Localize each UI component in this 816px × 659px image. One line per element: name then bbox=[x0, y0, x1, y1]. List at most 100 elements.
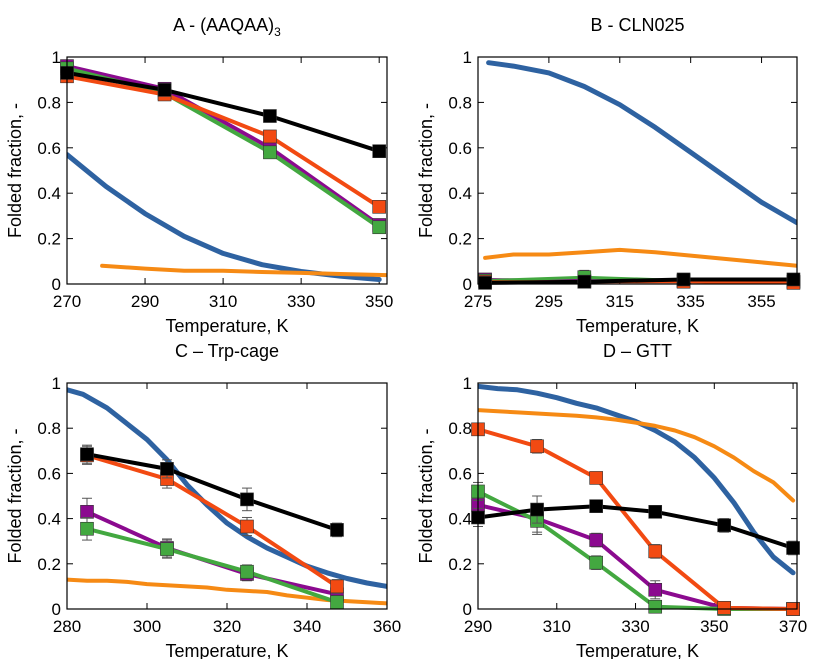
panel-d-ytick-label: 0.4 bbox=[448, 510, 472, 529]
panel-a-ytick-label: 0.2 bbox=[37, 230, 61, 249]
panel-d-series-3-marker bbox=[589, 555, 603, 570]
panel-c-series-5-marker bbox=[240, 492, 254, 507]
panel-a-frame bbox=[66, 56, 388, 285]
panel-d-series-4-marker bbox=[717, 601, 731, 615]
panel-a-xlabel: Temperature, K bbox=[165, 316, 288, 336]
panel-b-xtick-label: 315 bbox=[606, 292, 634, 311]
panel-a-series-3-marker bbox=[372, 220, 386, 235]
panel-c-series-5-marker bbox=[160, 462, 174, 476]
panel-a-xtick-label: 290 bbox=[131, 292, 159, 311]
panel-d-ytick-label: 0.2 bbox=[448, 555, 472, 574]
panel-b-series-5-line bbox=[483, 277, 796, 285]
panel-c-ytick-label: 0.6 bbox=[37, 464, 61, 483]
panel-a-ytick-label: 0.6 bbox=[37, 139, 61, 158]
panel-d-xlabel: Temperature, K bbox=[576, 641, 699, 659]
panel-d-series-5-marker bbox=[648, 505, 663, 519]
panel-b-series-5-marker bbox=[577, 274, 592, 289]
panel-c-series-4-marker bbox=[330, 579, 344, 594]
panel-b-series-5-marker bbox=[478, 276, 492, 290]
panel-d-title: D – GTT bbox=[603, 341, 672, 361]
panel-c-xtick-label: 280 bbox=[53, 617, 81, 636]
panel-d-series-5-marker bbox=[589, 499, 603, 513]
panel-d-series-5-marker bbox=[786, 541, 800, 555]
panel-b-series-1-line bbox=[483, 247, 797, 268]
panel-c-series-3-marker bbox=[80, 521, 94, 536]
panel-a-series-4-line bbox=[67, 74, 382, 209]
panel-b-ytick-label: 0.2 bbox=[448, 230, 472, 249]
panel-d-xtick-label: 370 bbox=[779, 617, 807, 636]
panel-b-series-0-line bbox=[486, 60, 797, 226]
panel-a-xtick-label: 330 bbox=[287, 292, 315, 311]
panel-d-ylabel: Folded fraction, - bbox=[416, 428, 436, 563]
panel-c-series-5-marker bbox=[80, 447, 94, 461]
panel-a-series-4-marker bbox=[263, 129, 277, 144]
panel-b-xtick-label: 275 bbox=[464, 292, 492, 311]
panel-d-xtick-label: 350 bbox=[700, 617, 728, 636]
panel-c-series-4-marker bbox=[240, 519, 254, 534]
panel-a-ytick-label: 0.8 bbox=[37, 93, 61, 112]
panel-a-series-5-marker bbox=[263, 109, 277, 123]
panel-b-ytick-label: 0.6 bbox=[448, 139, 472, 158]
panel-b-ytick-label: 0.4 bbox=[448, 184, 472, 203]
panel-c-series-0-line bbox=[67, 387, 387, 589]
panel-b: B - CLN025 Temperature, K Folded fractio… bbox=[416, 15, 801, 336]
panel-a-series-2-line bbox=[67, 64, 382, 227]
panel-c-ytick-label: 1 bbox=[52, 374, 61, 393]
panel-d-series-4-line bbox=[478, 427, 796, 611]
panel-a-series-1-line bbox=[100, 263, 387, 278]
panel-a-series-5-marker bbox=[372, 144, 386, 159]
panel-a-series-4-marker bbox=[372, 200, 386, 214]
panel-c-title: C – Trp-cage bbox=[175, 341, 279, 361]
panel-c-xtick-label: 340 bbox=[293, 617, 321, 636]
panel-c-xtick-label: 320 bbox=[213, 617, 241, 636]
panel-d-ytick-label: 1 bbox=[463, 374, 472, 393]
panel-d-xtick-label: 330 bbox=[621, 617, 649, 636]
panel-a-series-3-line bbox=[67, 66, 382, 230]
panel-b-ytick-label: 1 bbox=[463, 48, 472, 67]
panel-b-series-5-marker bbox=[676, 272, 691, 287]
panel-d-xtick-label: 290 bbox=[464, 617, 492, 636]
panel-c-series-2-marker bbox=[80, 505, 94, 519]
panel-c-series-3-marker bbox=[160, 542, 174, 556]
panel-c-ytick-label: 0.2 bbox=[37, 555, 61, 574]
panel-c-xtick-label: 300 bbox=[133, 617, 161, 636]
panel-d-series-3-marker bbox=[648, 599, 663, 614]
panel-a-xtick-label: 310 bbox=[209, 292, 237, 311]
panel-b-frame bbox=[477, 56, 798, 285]
panel-c-series-3-marker bbox=[240, 564, 254, 579]
panel-d-frame bbox=[477, 382, 798, 610]
panel-d-series-1-line bbox=[478, 408, 796, 503]
panel-c-series-3-line bbox=[85, 526, 339, 605]
panel-d-series-5-marker bbox=[717, 518, 731, 533]
panel-d-ytick-label: 0 bbox=[463, 600, 472, 619]
panel-c-ytick-label: 0.8 bbox=[37, 419, 61, 438]
panel-a-xtick-label: 350 bbox=[365, 292, 393, 311]
panel-c-xtick-label: 360 bbox=[373, 617, 401, 636]
panel-a-ytick-label: 1 bbox=[52, 48, 61, 67]
panel-d-series-4-marker bbox=[530, 439, 544, 454]
panel-d-series-2-marker bbox=[589, 533, 603, 547]
panel-a-xtick-label: 270 bbox=[53, 292, 81, 311]
panel-d-series-4-marker bbox=[648, 544, 663, 559]
panel-b-xlabel: Temperature, K bbox=[576, 316, 699, 336]
panel-c-series-5-marker bbox=[330, 523, 344, 537]
panel-a-ytick-label: 0 bbox=[52, 275, 61, 294]
panel-c-frame bbox=[66, 382, 388, 610]
panel-a-series-3-marker bbox=[263, 145, 277, 160]
panel-d-series-5-line bbox=[478, 504, 796, 550]
panel-c-ytick-label: 0 bbox=[52, 600, 61, 619]
panel-c-ytick-label: 0.4 bbox=[37, 510, 61, 529]
panel-d-ytick-label: 0.8 bbox=[448, 419, 472, 438]
panel-c-ylabel: Folded fraction, - bbox=[5, 428, 25, 563]
panel-d-series-5-marker bbox=[530, 502, 544, 517]
panel-a-series-5-line bbox=[67, 70, 382, 154]
panel-d-xtick-label: 310 bbox=[543, 617, 571, 636]
panel-d-series-2-marker bbox=[648, 582, 663, 597]
panel-d: D – GTT Temperature, K Folded fraction, … bbox=[416, 341, 807, 659]
panel-d-series-4-marker bbox=[589, 471, 603, 485]
panel-b-ytick-label: 0.8 bbox=[448, 93, 472, 112]
panel-a-series-0-line bbox=[67, 152, 382, 282]
panel-a-title: A - (AAQAA)3 bbox=[173, 15, 281, 39]
panel-c-series-3-marker bbox=[330, 595, 344, 610]
panel-a-ylabel: Folded fraction, - bbox=[5, 103, 25, 238]
